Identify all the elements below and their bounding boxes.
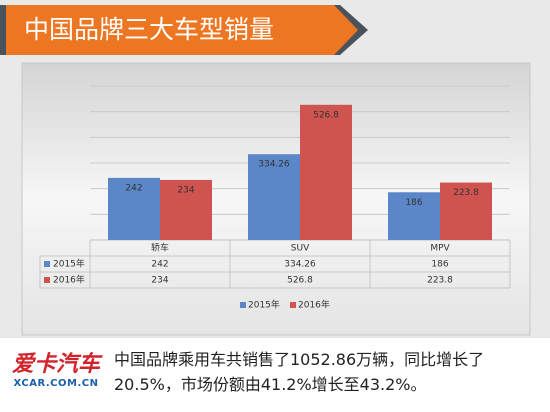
- table-cell: 234: [151, 276, 168, 286]
- bar: [300, 104, 352, 241]
- x-tick-label: SUV: [291, 244, 310, 254]
- bar: [160, 179, 212, 240]
- data-label: 186: [405, 198, 422, 208]
- table-legend-key: [44, 277, 50, 283]
- table-row-label: 2015年: [53, 258, 85, 270]
- title-banner: [6, 5, 358, 55]
- data-label: 334.26: [258, 160, 290, 170]
- bar: [108, 177, 160, 240]
- table-cell: 334.26: [284, 260, 316, 270]
- data-label: 234: [177, 185, 194, 195]
- logo-sub: XCAR.COM.CN: [13, 378, 99, 389]
- logo: 爱卡汽车 XCAR.COM.CN: [8, 352, 104, 389]
- x-tick-label: MPV: [430, 244, 450, 254]
- legend-key: [290, 302, 296, 308]
- footer-bg: [0, 338, 550, 412]
- bar: [388, 192, 440, 240]
- table-cell: 526.8: [287, 276, 313, 286]
- logo-main: 爱卡汽车: [11, 352, 100, 377]
- legend-label: 2016年: [298, 299, 330, 311]
- data-label: 223.8: [453, 188, 479, 198]
- chart-title: 中国品牌三大车型销量: [24, 15, 274, 44]
- legend-key: [240, 302, 246, 308]
- table-cell: 186: [431, 260, 448, 270]
- bar: [440, 182, 492, 240]
- table-row-label: 2016年: [53, 274, 85, 286]
- footer-text: 中国品牌乘用车共销售了1052.86万辆，同比增长了20.5%，市场份额由41.…: [114, 350, 485, 394]
- legend-label: 2015年: [248, 299, 280, 311]
- bar: [248, 154, 300, 240]
- x-tick-label: 轿车: [151, 242, 169, 254]
- table-cell: 223.8: [427, 276, 453, 286]
- table-legend-key: [44, 261, 50, 267]
- table-cell: 242: [151, 260, 168, 270]
- data-label: 242: [125, 183, 142, 193]
- data-label: 526.8: [313, 110, 339, 120]
